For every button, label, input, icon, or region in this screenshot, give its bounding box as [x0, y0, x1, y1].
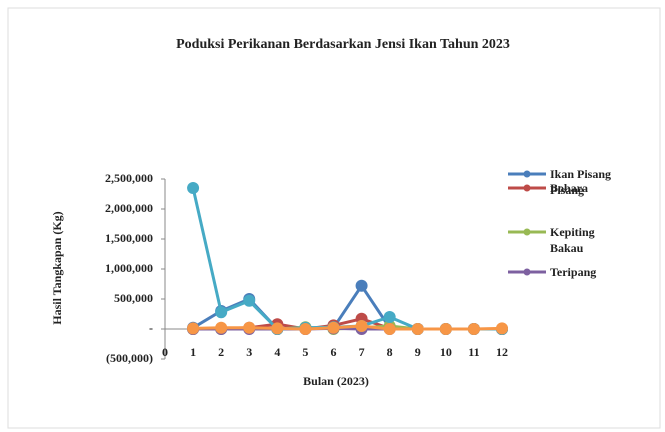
x-tick-label: 3: [246, 345, 252, 359]
x-tick-label: 10: [440, 345, 452, 359]
point: [271, 322, 284, 335]
x-tick-label: 7: [359, 345, 365, 359]
y-tick-label: 2,500,000: [105, 171, 153, 185]
point: [355, 320, 368, 332]
point: [411, 323, 424, 335]
x-tick-label: 9: [415, 345, 421, 359]
chart-title: Poduksi Perikanan Berdasarkan Jensi Ikan…: [176, 37, 510, 52]
legend-label: Ikan Pisang Pisang: [550, 167, 612, 197]
y-tick-label: (500,000): [106, 351, 153, 365]
point: [215, 321, 228, 334]
point: [467, 323, 480, 335]
x-tick-label: 11: [468, 345, 479, 359]
y-tick-label: -: [149, 321, 153, 335]
y-axis-title: Hasil Tangkapan (Kg): [50, 211, 64, 324]
point: [243, 321, 256, 334]
point: [187, 182, 200, 194]
frame: [7, 7, 661, 429]
y-tick-label: 1,000,000: [105, 261, 153, 275]
x-axis-title: Bulan (2023): [303, 374, 369, 388]
x-tick-label: 2: [218, 345, 224, 359]
x-tick-label: 6: [331, 345, 337, 359]
legend-label: Teripang: [550, 265, 597, 279]
legend-marker: [523, 170, 531, 178]
point: [355, 279, 368, 292]
y-tick-label: 2,000,000: [105, 201, 153, 215]
point: [215, 306, 228, 319]
x-tick-label: 4: [274, 345, 280, 359]
x-tick-label: 8: [387, 345, 393, 359]
point: [383, 311, 396, 323]
point: [243, 294, 256, 307]
legend-label: Kepiting Bakau: [550, 225, 595, 255]
legend-marker: [523, 268, 531, 276]
point: [383, 323, 396, 335]
point: [496, 322, 508, 335]
point: [439, 323, 452, 335]
y-tick-label: 1,500,000: [105, 231, 153, 245]
legend-label: Bobara: [550, 181, 589, 195]
x-tick-label: 5: [302, 345, 308, 359]
y-tick-label: 500,000: [114, 291, 153, 305]
point: [187, 322, 200, 335]
point: [327, 321, 340, 334]
legend-marker: [523, 228, 531, 236]
legend-marker: [523, 184, 531, 192]
point: [299, 323, 312, 335]
x-tick-label: 0: [162, 345, 168, 359]
x-tick-label: 1: [190, 345, 196, 359]
x-tick-label: 12: [496, 345, 508, 359]
